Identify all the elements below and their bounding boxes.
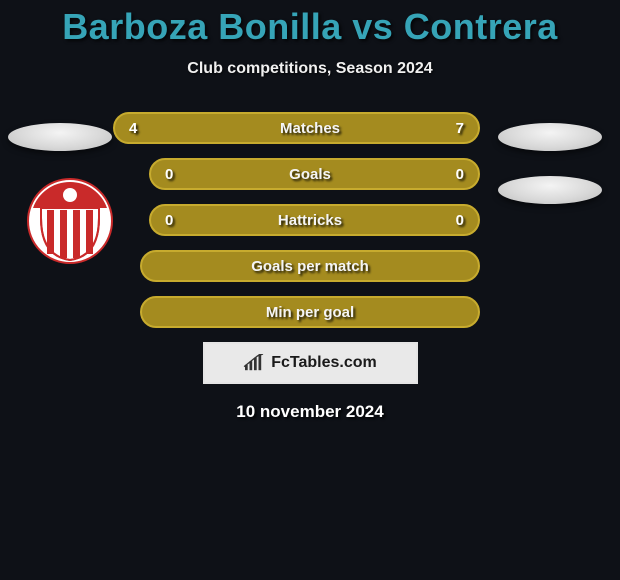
stat-row: 47Matches — [0, 112, 620, 144]
stat-left-value: 0 — [165, 212, 173, 229]
chart-icon — [243, 354, 265, 372]
stat-left-value: 0 — [165, 166, 173, 183]
stat-right-value: 0 — [456, 212, 464, 229]
comparison-chart: 47Matches00Goals00HattricksGoals per mat… — [0, 112, 620, 422]
page-title: Barboza Bonilla vs Contrera — [0, 0, 620, 48]
date-stamp: 10 november 2024 — [0, 402, 620, 422]
stat-bar — [140, 296, 480, 328]
brand-text: FcTables.com — [271, 354, 377, 372]
subtitle: Club competitions, Season 2024 — [0, 60, 620, 78]
stat-bar: 00 — [149, 158, 480, 190]
stat-row: Min per goal — [0, 296, 620, 328]
brand-watermark: FcTables.com — [203, 342, 418, 384]
stat-row: 00Hattricks — [0, 204, 620, 236]
stat-bar: 00 — [149, 204, 480, 236]
stat-left-value: 4 — [129, 120, 137, 137]
stat-row: Goals per match — [0, 250, 620, 282]
stat-right-value: 0 — [456, 166, 464, 183]
stat-right-value: 7 — [456, 120, 464, 137]
stat-bar — [140, 250, 480, 282]
stat-bar: 47 — [113, 112, 480, 144]
stat-row: 00Goals — [0, 158, 620, 190]
